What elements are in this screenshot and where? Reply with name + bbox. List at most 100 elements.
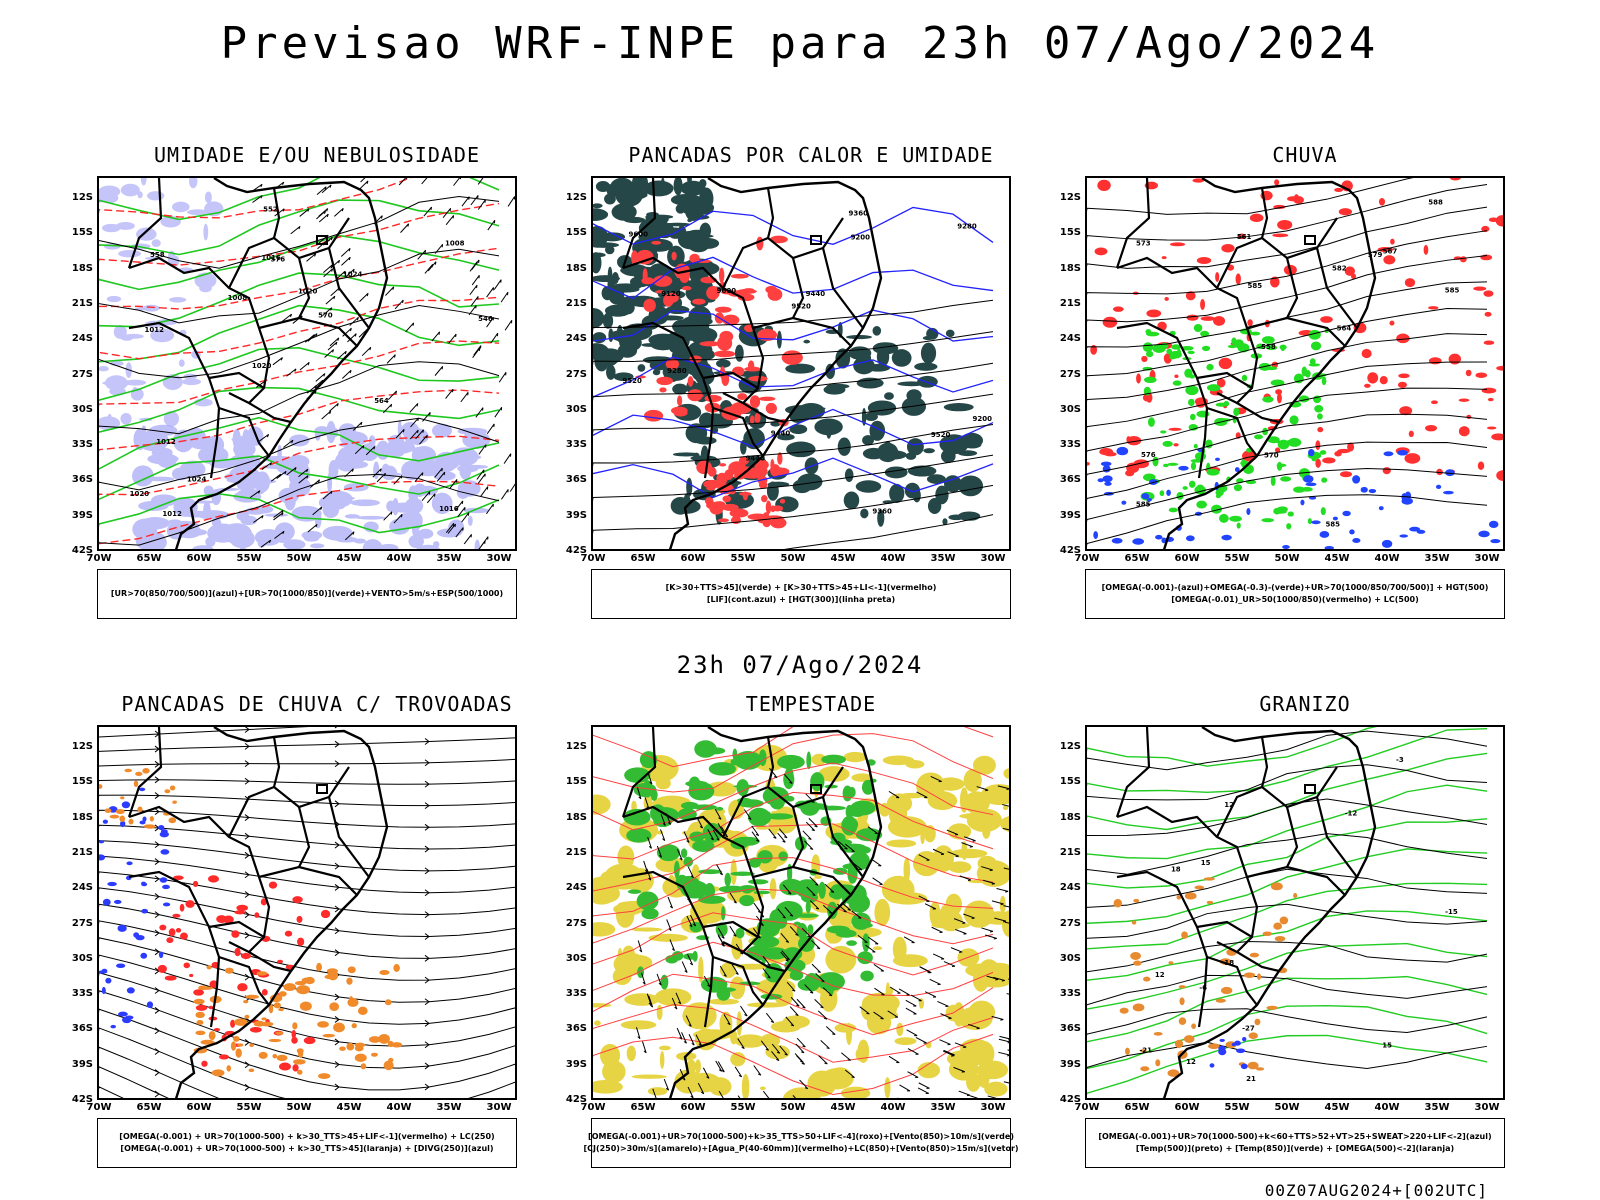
latitude-axis: 12S 15S 18S 21S 24S 27S 30S 33S 36S 39S 42S bbox=[59, 725, 93, 1105]
lon-tick-label: 70W bbox=[1074, 553, 1100, 564]
svg-text:9360: 9360 bbox=[849, 209, 869, 217]
lon-tick-label: 55W bbox=[236, 553, 262, 564]
panel-legend: [OMEGA(-0.001)-(azul)+OMEGA(-0.3)-(verde… bbox=[1085, 569, 1505, 619]
lon-tick-label: 55W bbox=[730, 1102, 756, 1113]
legend-line: [Temp(500)](preto) + [Temp(850)](verde) … bbox=[1135, 1144, 1455, 1153]
lon-tick-label: 55W bbox=[1224, 1102, 1250, 1113]
lat-tick-label: 39S bbox=[71, 509, 93, 521]
lat-tick-label: 42S bbox=[1059, 545, 1081, 556]
svg-text:1012: 1012 bbox=[144, 326, 164, 334]
svg-text:-12: -12 bbox=[1345, 810, 1358, 818]
lat-tick-label: 12S bbox=[565, 192, 587, 203]
svg-text:9280: 9280 bbox=[957, 223, 977, 231]
svg-text:-21: -21 bbox=[1139, 1046, 1152, 1054]
latitude-axis: 12S 15S 18S 21S 24S 27S 30S 33S 36S 39S 42S bbox=[1047, 176, 1081, 556]
svg-text:1016: 1016 bbox=[439, 505, 459, 513]
lon-tick-label: 50W bbox=[780, 553, 806, 564]
weather-map: 9600952094409200936092809120952094409600… bbox=[593, 178, 994, 549]
lon-tick-label: 55W bbox=[730, 553, 756, 564]
lat-tick-label: 36S bbox=[71, 1023, 93, 1035]
lon-tick-label: 60W bbox=[680, 553, 706, 564]
longitude-axis: 70W 65W 60W 55W 50W 45W 40W 35W 30W bbox=[581, 553, 1011, 567]
lon-tick-label: 40W bbox=[386, 1102, 412, 1113]
map-frame: 9600 9520 9440 9200 9360 9280 9120 9520 9440 9600… bbox=[591, 176, 1011, 551]
lat-tick-label: 30S bbox=[71, 952, 93, 964]
panel-title: GRANIZO bbox=[1259, 692, 1351, 716]
panel-legend: [K>30+TTS>45](verde) + [K>30+TTS>45+LI<-… bbox=[591, 569, 1011, 619]
map-frame bbox=[97, 725, 517, 1100]
svg-text:9200: 9200 bbox=[972, 415, 992, 423]
panel-legend: [OMEGA(-0.001)+UR>70(1000-500)+k>35_TTS>… bbox=[583, 1118, 1019, 1168]
panel-legend: [OMEGA(-0.001)+UR>70(1000-500)+k<60+TTS>… bbox=[1085, 1118, 1505, 1168]
lat-tick-label: 21S bbox=[71, 846, 93, 858]
lon-tick-label: 30W bbox=[486, 553, 512, 564]
lon-tick-label: 55W bbox=[236, 1102, 262, 1113]
lon-tick-label: 50W bbox=[1274, 553, 1300, 564]
lat-tick-label: 30S bbox=[565, 403, 587, 415]
lat-tick-label: 18S bbox=[1059, 811, 1081, 823]
lat-tick-label: 39S bbox=[1059, 1058, 1081, 1070]
lat-tick-label: 36S bbox=[1059, 1023, 1081, 1035]
weather-map: 585 585 585 588 585 582 579 576 573 570 567 564 561 5… bbox=[1087, 178, 1503, 549]
panel-legend: [UR>70(850/700/500)](azul)+[UR>70(1000/8… bbox=[97, 569, 517, 619]
lat-tick-label: 39S bbox=[565, 509, 587, 521]
svg-text:573: 573 bbox=[1136, 239, 1151, 247]
lon-tick-label: 30W bbox=[980, 1102, 1006, 1113]
svg-text:558: 558 bbox=[1261, 343, 1276, 351]
svg-text:12: 12 bbox=[1186, 1058, 1196, 1066]
lon-tick-label: 30W bbox=[1474, 1102, 1500, 1113]
lon-tick-label: 35W bbox=[930, 1102, 956, 1113]
lat-tick-label: 36S bbox=[1059, 474, 1081, 486]
svg-text:558: 558 bbox=[150, 251, 165, 259]
svg-text:561: 561 bbox=[1237, 233, 1252, 241]
lon-tick-label: 35W bbox=[930, 553, 956, 564]
run-timestamp: 00Z07AUG2024+[002UTC] bbox=[1264, 1181, 1488, 1200]
lon-tick-label: 45W bbox=[1324, 553, 1350, 564]
lat-tick-label: 24S bbox=[1059, 882, 1081, 894]
legend-line: [OMEGA(-0.01)_UR>50(1000/850)(vermelho) … bbox=[1171, 595, 1419, 604]
lon-tick-label: 50W bbox=[780, 1102, 806, 1113]
svg-text:9200: 9200 bbox=[851, 233, 871, 241]
legend-line: [LIF](cont.azul) + [HGT(300)](linha pret… bbox=[706, 595, 896, 604]
latitude-axis: 12S 15S 18S 21S 24S 27S 30S 33S 36S 39S 42S bbox=[59, 176, 93, 556]
lon-tick-label: 55W bbox=[1224, 553, 1250, 564]
lat-tick-label: 27S bbox=[1059, 368, 1081, 380]
lon-tick-label: 65W bbox=[1124, 1102, 1150, 1113]
svg-text:12: 12 bbox=[1224, 801, 1234, 809]
svg-text:570: 570 bbox=[1264, 451, 1279, 459]
lat-tick-label: 42S bbox=[71, 1094, 93, 1105]
svg-text:21: 21 bbox=[1246, 1075, 1256, 1083]
lat-tick-label: 42S bbox=[71, 545, 93, 556]
lat-tick-label: 21S bbox=[1059, 846, 1081, 858]
lon-tick-label: 40W bbox=[1374, 1102, 1400, 1113]
lat-tick-label: 33S bbox=[71, 988, 93, 1000]
svg-text:1008: 1008 bbox=[228, 294, 248, 302]
lon-tick-label: 65W bbox=[630, 1102, 656, 1113]
legend-line: [OMEGA(-0.001)-(azul)+OMEGA(-0.3)-(verde… bbox=[1101, 583, 1489, 592]
svg-text:18: 18 bbox=[1171, 866, 1181, 874]
lat-tick-label: 21S bbox=[565, 297, 587, 309]
lat-tick-label: 12S bbox=[565, 741, 587, 752]
lat-tick-label: 21S bbox=[71, 297, 93, 309]
lat-tick-label: 24S bbox=[1059, 333, 1081, 345]
lon-tick-label: 40W bbox=[386, 553, 412, 564]
lon-tick-label: 65W bbox=[1124, 553, 1150, 564]
lon-tick-label: 35W bbox=[1424, 553, 1450, 564]
lat-tick-label: 30S bbox=[565, 952, 587, 964]
lat-tick-label: 33S bbox=[71, 439, 93, 451]
svg-text:-3: -3 bbox=[1396, 756, 1404, 764]
svg-text:9440: 9440 bbox=[746, 454, 766, 462]
lon-tick-label: 70W bbox=[86, 1102, 112, 1113]
lat-tick-label: 24S bbox=[71, 882, 93, 894]
lat-tick-label: 15S bbox=[1059, 227, 1081, 239]
lon-tick-label: 40W bbox=[880, 1102, 906, 1113]
weather-map bbox=[593, 727, 1009, 1098]
panel-title: TEMPESTADE bbox=[745, 692, 877, 716]
forecast-time-label: 23h 07/Ago/2024 bbox=[676, 651, 924, 679]
lat-tick-label: 15S bbox=[71, 227, 93, 239]
lat-tick-label: 27S bbox=[71, 917, 93, 929]
lat-tick-label: 12S bbox=[1059, 192, 1081, 203]
legend-line: [K>30+TTS>45](verde) + [K>30+TTS>45+LI<-… bbox=[665, 583, 937, 592]
svg-text:585: 585 bbox=[1248, 282, 1263, 290]
svg-text:9360: 9360 bbox=[872, 507, 892, 515]
